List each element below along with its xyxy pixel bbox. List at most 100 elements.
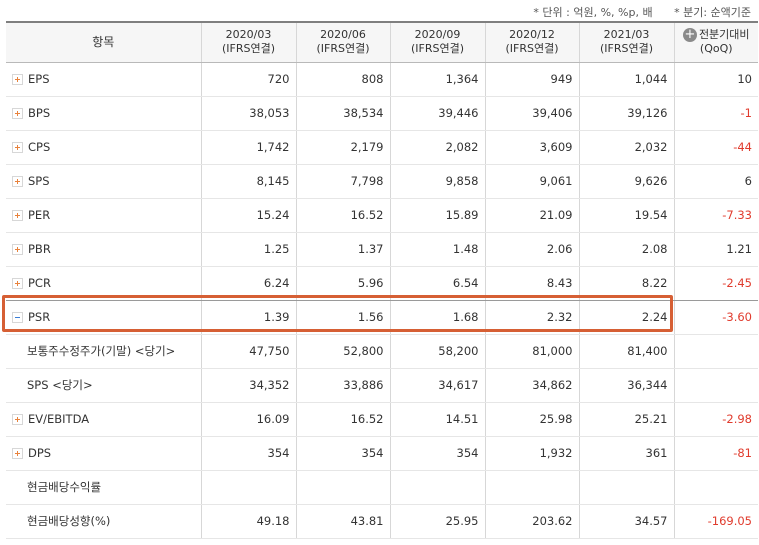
- value-cell: 949: [485, 62, 580, 97]
- value-cell: 39,446: [390, 96, 486, 131]
- qoq-cell: 1.21: [674, 232, 758, 267]
- expand-icon[interactable]: [12, 278, 23, 289]
- value-cell: 58,200: [390, 334, 486, 369]
- value-cell: 1,742: [201, 130, 297, 165]
- table-row: PER 15.24 16.52 15.89 21.09 19.54 -7.33: [6, 198, 758, 233]
- row-label: 보통주수정주가(기말) <당기>: [6, 334, 202, 369]
- qoq-cell: -44: [674, 130, 758, 165]
- unit-note: * 단위 : 억원, %, %p, 배: [533, 6, 653, 19]
- value-cell: 2,032: [579, 130, 675, 165]
- value-cell: 2,179: [296, 130, 391, 165]
- table-row: PCR 6.24 5.96 6.54 8.43 8.22 -2.45: [6, 266, 758, 301]
- value-cell: 34.57: [579, 504, 675, 539]
- row-label: BPS: [6, 96, 202, 131]
- qoq-cell: -81: [674, 436, 758, 471]
- value-cell: 2.32: [485, 300, 580, 335]
- row-label: SPS: [6, 164, 202, 199]
- value-cell: 1,364: [390, 62, 486, 97]
- expand-icon[interactable]: [12, 74, 23, 85]
- value-cell: [390, 470, 486, 505]
- value-cell: 7,798: [296, 164, 391, 199]
- qoq-cell: [674, 470, 758, 505]
- row-label: PER: [6, 198, 202, 233]
- row-label: SPS <당기>: [6, 368, 202, 403]
- value-cell: 81,000: [485, 334, 580, 369]
- value-cell: 38,534: [296, 96, 391, 131]
- header-item: 항목: [6, 21, 202, 63]
- table-row: PBR 1.25 1.37 1.48 2.06 2.08 1.21: [6, 232, 758, 267]
- expand-icon[interactable]: [12, 244, 23, 255]
- value-cell: 25.95: [390, 504, 486, 539]
- qoq-cell: [674, 334, 758, 369]
- value-cell: 36,344: [579, 368, 675, 403]
- row-label: 현금배당성향(%): [6, 504, 202, 539]
- value-cell: 15.24: [201, 198, 297, 233]
- row-label-text: 현금배당성향(%): [27, 514, 111, 528]
- row-label-text: 현금배당수익률: [27, 480, 102, 494]
- value-cell: 6.24: [201, 266, 297, 301]
- value-cell: 9,061: [485, 164, 580, 199]
- value-cell: 2,082: [390, 130, 486, 165]
- expand-icon[interactable]: [12, 176, 23, 187]
- row-label-text: PER: [28, 208, 51, 222]
- expand-icon[interactable]: [12, 108, 23, 119]
- value-cell: 16.52: [296, 402, 391, 437]
- row-label: PBR: [6, 232, 202, 267]
- value-cell: 2.06: [485, 232, 580, 267]
- qoq-cell: -2.45: [674, 266, 758, 301]
- value-cell: 1.48: [390, 232, 486, 267]
- table-row: PSR 1.39 1.56 1.68 2.32 2.24 -3.60: [6, 300, 758, 335]
- row-label-text: SPS: [28, 174, 50, 188]
- row-label: PSR: [6, 300, 202, 335]
- value-cell: 9,626: [579, 164, 675, 199]
- row-label-text: CPS: [28, 140, 51, 154]
- value-cell: 354: [296, 436, 391, 471]
- value-cell: 6.54: [390, 266, 486, 301]
- value-cell: 1,044: [579, 62, 675, 97]
- row-label: 현금배당수익률: [6, 470, 202, 505]
- value-cell: 39,406: [485, 96, 580, 131]
- header-period-2: 2020/06 (IFRS연결): [296, 21, 391, 63]
- value-cell: 16.52: [296, 198, 391, 233]
- value-cell: [201, 470, 297, 505]
- value-cell: 34,862: [485, 368, 580, 403]
- expand-icon[interactable]: [12, 448, 23, 459]
- expand-icon[interactable]: [12, 142, 23, 153]
- value-cell: 354: [201, 436, 297, 471]
- value-cell: 361: [579, 436, 675, 471]
- collapse-icon[interactable]: [12, 312, 23, 323]
- row-label-text: PBR: [28, 242, 51, 256]
- row-label-text: EPS: [28, 72, 50, 86]
- value-cell: 38,053: [201, 96, 297, 131]
- table-row: EV/EBITDA 16.09 16.52 14.51 25.98 25.21 -2.98: [6, 402, 758, 437]
- value-cell: 49.18: [201, 504, 297, 539]
- row-label: EPS: [6, 62, 202, 97]
- value-cell: 39,126: [579, 96, 675, 131]
- value-cell: 8,145: [201, 164, 297, 199]
- basis-note: * 분기: 순액기준: [674, 6, 751, 19]
- row-label: PCR: [6, 266, 202, 301]
- value-cell: 808: [296, 62, 391, 97]
- value-cell: 21.09: [485, 198, 580, 233]
- row-label-text: BPS: [28, 106, 51, 120]
- row-label-text: PSR: [28, 310, 51, 324]
- value-cell: 34,352: [201, 368, 297, 403]
- table-header-row: 항목 2020/03 (IFRS연결) 2020/06 (IFRS연결) 2020/…: [6, 21, 758, 63]
- value-cell: 1.37: [296, 232, 391, 267]
- value-cell: 5.96: [296, 266, 391, 301]
- plus-circle-icon[interactable]: +: [682, 27, 697, 43]
- value-cell: 16.09: [201, 402, 297, 437]
- table-row: EPS 720 808 1,364 949 1,044 10: [6, 62, 758, 97]
- value-cell: 720: [201, 62, 297, 97]
- qoq-cell: -3.60: [674, 300, 758, 335]
- value-cell: 1.25: [201, 232, 297, 267]
- qoq-cell: 10: [674, 62, 758, 97]
- expand-icon[interactable]: [12, 210, 23, 221]
- value-cell: 1.68: [390, 300, 486, 335]
- value-cell: 2.08: [579, 232, 675, 267]
- header-period-5: 2021/03 (IFRS연결): [579, 21, 675, 63]
- expand-icon[interactable]: [12, 414, 23, 425]
- value-cell: 8.43: [485, 266, 580, 301]
- value-cell: 19.54: [579, 198, 675, 233]
- row-label: DPS: [6, 436, 202, 471]
